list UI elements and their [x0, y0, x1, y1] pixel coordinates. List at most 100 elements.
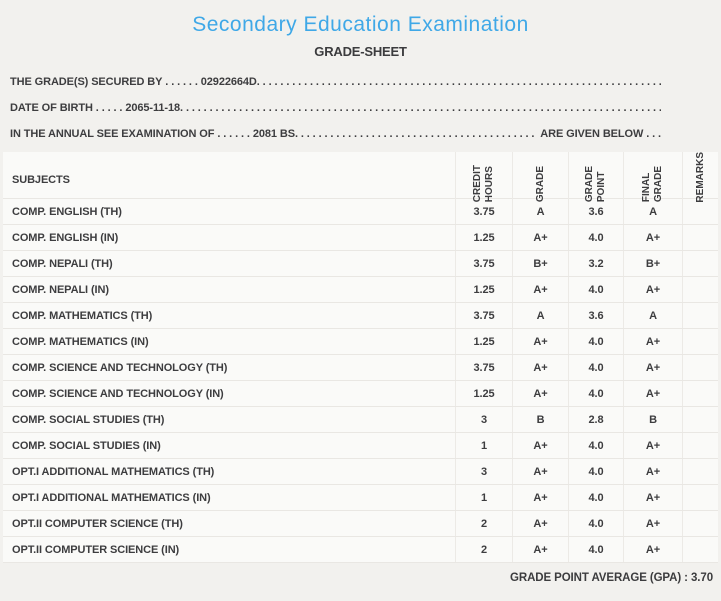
dot-filler: . . . . . . . . . . . . . . . . . . . . … [180, 102, 661, 114]
table-body: COMP. ENGLISH (TH) 3.75 A 3.6 A COMP. EN… [3, 199, 718, 563]
page-title: Secondary Education Examination [192, 13, 529, 36]
credit-hours-cell: 2 [455, 511, 512, 536]
subject-cell: COMP. ENGLISH (IN) [12, 231, 119, 244]
gpa-summary: GRADE POINT AVERAGE (GPA) : 3.70 [510, 572, 713, 584]
final-grade-cell: A+ [623, 277, 682, 302]
column-header-label: SUBJECTS [12, 174, 70, 187]
final-grade-cell: A+ [623, 355, 682, 380]
grade-cell: B [512, 407, 568, 432]
credit-hours-cell: 3.75 [455, 251, 512, 276]
table-row: COMP. SCIENCE AND TECHNOLOGY (TH) 3.75 A… [3, 355, 718, 381]
subject-cell: COMP. NEPALI (IN) [12, 283, 109, 296]
column-header-remarks: REMARKS [682, 152, 718, 209]
remarks-cell [682, 251, 718, 276]
dot-leader: . . . . . . [214, 128, 253, 140]
grade-cell: A [512, 303, 568, 328]
grade-cell: A+ [512, 225, 568, 250]
table-row: COMP. MATHEMATICS (TH) 3.75 A 3.6 A [3, 303, 718, 329]
info-suffix: ARE GIVEN BELOW . . . [537, 128, 661, 140]
grade-table: SUBJECTS CREDIT HOURS GRADE GRADE POINT … [3, 152, 718, 563]
subject-cell: COMP. MATHEMATICS (IN) [12, 335, 149, 348]
subject-cell: OPT.I ADDITIONAL MATHEMATICS (IN) [12, 491, 211, 504]
grade-point-cell: 4.0 [568, 537, 623, 562]
grade-point-cell: 4.0 [568, 511, 623, 536]
credit-hours-cell: 1.25 [455, 381, 512, 406]
final-grade-cell: A+ [623, 485, 682, 510]
grade-point-cell: 4.0 [568, 433, 623, 458]
info-line-date-of-birth: DATE OF BIRTH . . . . . 2065-11-18 . . .… [10, 95, 661, 121]
subject-cell: OPT.II COMPUTER SCIENCE (TH) [12, 517, 183, 530]
remarks-cell [682, 329, 718, 354]
subject-cell: COMP. NEPALI (TH) [12, 257, 113, 270]
grade-point-cell: 3.2 [568, 251, 623, 276]
final-grade-cell: A+ [623, 433, 682, 458]
grade-point-cell: 4.0 [568, 355, 623, 380]
remarks-cell [682, 277, 718, 302]
table-row: OPT.II COMPUTER SCIENCE (IN) 2 A+ 4.0 A+ [3, 537, 718, 563]
final-grade-cell: A+ [623, 459, 682, 484]
credit-hours-cell: 1 [455, 485, 512, 510]
grade-cell: A [512, 199, 568, 224]
exam-year-value: 2081 BS [252, 128, 295, 140]
subject-cell: COMP. SCIENCE AND TECHNOLOGY (IN) [12, 387, 224, 400]
info-line-examination-year: IN THE ANNUAL SEE EXAMINATION OF . . . .… [10, 121, 661, 147]
table-row: COMP. ENGLISH (IN) 1.25 A+ 4.0 A+ [3, 225, 718, 251]
column-header-grade-point: GRADE POINT [568, 152, 623, 209]
dot-leader: . . . . . . [162, 76, 201, 88]
final-grade-cell: A+ [623, 537, 682, 562]
final-grade-cell: A [623, 303, 682, 328]
info-label: THE GRADE(S) SECURED BY [10, 76, 163, 88]
remarks-cell [682, 355, 718, 380]
subject-cell: COMP. ENGLISH (TH) [12, 205, 122, 218]
table-header-row: SUBJECTS CREDIT HOURS GRADE GRADE POINT … [3, 152, 718, 209]
grade-point-cell: 4.0 [568, 485, 623, 510]
column-header-label: REMARKS [694, 152, 706, 203]
credit-hours-cell: 1.25 [455, 225, 512, 250]
grade-cell: A+ [512, 511, 568, 536]
subject-cell: COMP. SOCIAL STUDIES (TH) [12, 413, 165, 426]
remarks-cell [682, 433, 718, 458]
grade-cell: A+ [512, 459, 568, 484]
table-row: OPT.I ADDITIONAL MATHEMATICS (IN) 1 A+ 4… [3, 485, 718, 511]
column-header-final-grade: FINAL GRADE [623, 152, 682, 209]
final-grade-cell: A+ [623, 225, 682, 250]
final-grade-cell: A+ [623, 381, 682, 406]
dot-filler: . . . . . . . . . . . . . . . . . . . . … [294, 128, 538, 140]
grade-cell: A+ [512, 433, 568, 458]
grade-point-cell: 3.6 [568, 199, 623, 224]
grade-cell: A+ [512, 329, 568, 354]
table-row: OPT.II COMPUTER SCIENCE (TH) 2 A+ 4.0 A+ [3, 511, 718, 537]
remarks-cell [682, 199, 718, 224]
subject-cell: COMP. SOCIAL STUDIES (IN) [12, 439, 161, 452]
final-grade-cell: B [623, 407, 682, 432]
final-grade-cell: B+ [623, 251, 682, 276]
table-row: COMP. ENGLISH (TH) 3.75 A 3.6 A [3, 199, 718, 225]
column-header-label: GRADE [534, 166, 546, 203]
subject-cell: OPT.II COMPUTER SCIENCE (IN) [12, 543, 180, 556]
remarks-cell [682, 381, 718, 406]
symbol-number-value: 02922664D [200, 76, 257, 88]
final-grade-cell: A+ [623, 511, 682, 536]
table-row: COMP. SCIENCE AND TECHNOLOGY (IN) 1.25 A… [3, 381, 718, 407]
subject-cell: OPT.I ADDITIONAL MATHEMATICS (TH) [12, 465, 215, 478]
grade-point-cell: 4.0 [568, 277, 623, 302]
column-header-credit-hours: CREDIT HOURS [455, 152, 512, 209]
dot-leader: . . . . . [92, 102, 126, 114]
grade-point-cell: 4.0 [568, 381, 623, 406]
grade-point-cell: 2.8 [568, 407, 623, 432]
credit-hours-cell: 3.75 [455, 355, 512, 380]
candidate-info-section: THE GRADE(S) SECURED BY . . . . . . 0292… [10, 69, 661, 147]
remarks-cell [682, 511, 718, 536]
table-row: COMP. MATHEMATICS (IN) 1.25 A+ 4.0 A+ [3, 329, 718, 355]
remarks-cell [682, 537, 718, 562]
grade-cell: B+ [512, 251, 568, 276]
grade-cell: A+ [512, 381, 568, 406]
grade-cell: A+ [512, 355, 568, 380]
grade-cell: A+ [512, 485, 568, 510]
final-grade-cell: A [623, 199, 682, 224]
credit-hours-cell: 3 [455, 407, 512, 432]
column-header-label: FINAL GRADE [641, 166, 664, 203]
info-label: DATE OF BIRTH [10, 102, 93, 114]
grade-cell: A+ [512, 277, 568, 302]
grade-point-cell: 4.0 [568, 459, 623, 484]
